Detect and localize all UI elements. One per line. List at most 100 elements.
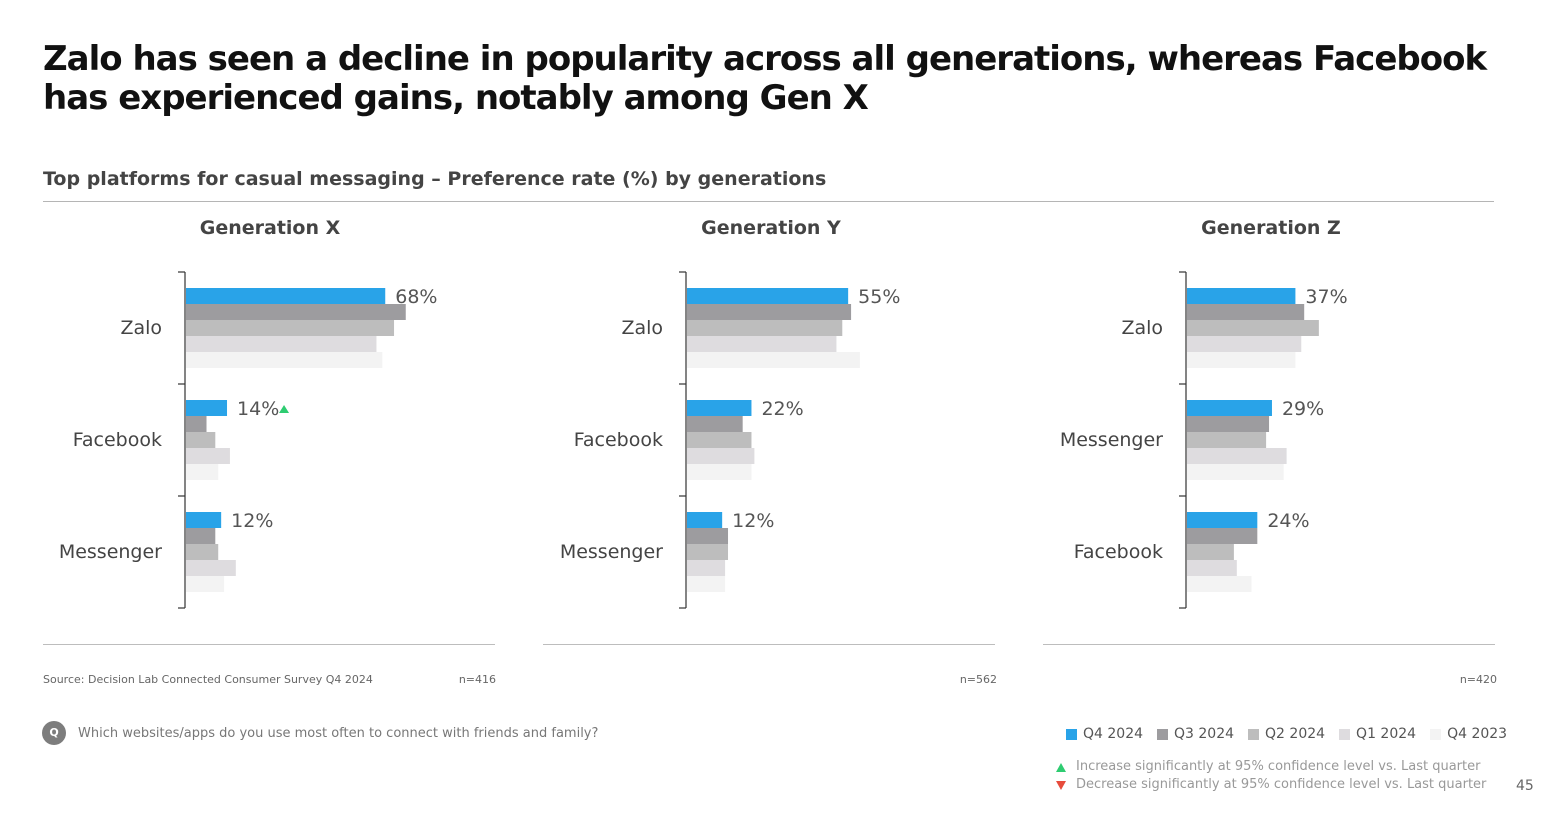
generation-y-category-label: Facebook bbox=[574, 429, 663, 451]
generation-x-bar-messenger-q3-2024 bbox=[186, 528, 216, 544]
generation-x-bar-zalo-q4-2023 bbox=[186, 352, 383, 368]
generation-x-bar-facebook-q2-2024 bbox=[186, 432, 216, 448]
decrease-note-text: Decrease significantly at 95% confidence… bbox=[1076, 777, 1487, 792]
generation-x-value-label: 14% bbox=[237, 398, 279, 420]
question-text: Which websites/apps do you use most ofte… bbox=[78, 726, 599, 741]
legend-swatch bbox=[1157, 728, 1169, 740]
generation-x-value-label: 68% bbox=[395, 286, 437, 308]
generation-y-bar-facebook-q3-2024 bbox=[687, 416, 743, 432]
generation-y-title: Generation Y bbox=[701, 217, 841, 239]
generation-z-bar-facebook-q3-2024 bbox=[1187, 528, 1258, 544]
question-icon: Q bbox=[42, 721, 66, 745]
generation-x-bar-messenger-q4-2023 bbox=[186, 576, 225, 592]
generation-z-bar-messenger-q4-2024 bbox=[1187, 400, 1272, 416]
generation-y-category-label: Zalo bbox=[621, 317, 663, 339]
generation-z-value-label: 37% bbox=[1305, 286, 1347, 308]
generation-z-bar-facebook-q4-2023 bbox=[1187, 576, 1252, 592]
generation-y-bar-zalo-q4-2024 bbox=[687, 288, 849, 304]
legend-label: Q1 2024 bbox=[1356, 726, 1417, 742]
decrease-triangle-icon bbox=[1056, 780, 1066, 790]
generation-y-value-label: 22% bbox=[761, 398, 803, 420]
increase-note: Increase significantly at 95% confidence… bbox=[1056, 758, 1486, 776]
generation-x-bar-zalo-q1-2024 bbox=[186, 336, 377, 352]
decrease-note: Decrease significantly at 95% confidence… bbox=[1056, 776, 1486, 794]
legend-label: Q4 2023 bbox=[1447, 726, 1508, 742]
generation-x-bar-zalo-q4-2024 bbox=[186, 288, 386, 304]
legend-item-q1-2024: Q1 2024 bbox=[1339, 726, 1416, 742]
generation-x-bar-facebook-q4-2024 bbox=[186, 400, 228, 416]
generation-z-bar-messenger-q4-2023 bbox=[1187, 464, 1284, 480]
generation-z-bar-facebook-q2-2024 bbox=[1187, 544, 1234, 560]
page-title: Zalo has seen a decline in popularity ac… bbox=[43, 39, 1487, 118]
generation-y-bar-facebook-q2-2024 bbox=[687, 432, 752, 448]
generation-z-category-label: Facebook bbox=[1074, 541, 1163, 563]
generation-y-bar-messenger-q4-2024 bbox=[687, 512, 723, 528]
generation-z-title: Generation Z bbox=[1201, 217, 1341, 239]
generation-z-category-label: Zalo bbox=[1121, 317, 1163, 339]
generation-z-bar-messenger-q2-2024 bbox=[1187, 432, 1267, 448]
generation-z-category-label: Messenger bbox=[1060, 429, 1163, 451]
generation-x-title: Generation X bbox=[200, 217, 341, 239]
generation-x-value-label: 12% bbox=[231, 510, 273, 532]
generation-y-bar-messenger-q1-2024 bbox=[687, 560, 726, 576]
generation-x-category-label: Facebook bbox=[73, 429, 162, 451]
generation-y-category-label: Messenger bbox=[560, 541, 663, 563]
generation-x-bar-facebook-q3-2024 bbox=[186, 416, 207, 432]
generation-y-bar-facebook-q4-2024 bbox=[687, 400, 752, 416]
increase-triangle-icon bbox=[1056, 762, 1066, 772]
legend-item-q4-2023: Q4 2023 bbox=[1430, 726, 1507, 742]
generation-z-bar-zalo-q2-2024 bbox=[1187, 320, 1319, 336]
generation-x-bar-zalo-q2-2024 bbox=[186, 320, 395, 336]
significance-notes: Increase significantly at 95% confidence… bbox=[1056, 758, 1486, 794]
generation-z-sample-size: n=420 bbox=[1460, 673, 1497, 686]
legend-label: Q3 2024 bbox=[1174, 726, 1235, 742]
generation-y-bar-zalo-q2-2024 bbox=[687, 320, 843, 336]
generation-y-bar-zalo-q1-2024 bbox=[687, 336, 837, 352]
legend-item-q4-2024: Q4 2024 bbox=[1066, 726, 1143, 742]
legend-swatch bbox=[1066, 728, 1077, 740]
generation-y-value-label: 55% bbox=[858, 286, 900, 308]
legend-swatch bbox=[1248, 728, 1260, 740]
generation-x-category-label: Messenger bbox=[59, 541, 162, 563]
generation-y-bar-facebook-q4-2023 bbox=[687, 464, 752, 480]
generation-x-sample-size: n=416 bbox=[459, 673, 496, 686]
legend-swatch bbox=[1430, 728, 1442, 740]
generation-z-value-label: 29% bbox=[1282, 398, 1324, 420]
generation-y-bar-facebook-q1-2024 bbox=[687, 448, 755, 464]
source-note: Source: Decision Lab Connected Consumer … bbox=[43, 673, 373, 686]
legend: Q4 2024 Q3 2024 Q2 2024 Q1 2024 Q4 2023 bbox=[1066, 726, 1507, 742]
generation-z-bar-facebook-q4-2024 bbox=[1187, 512, 1258, 528]
chart-subtitle: Top platforms for casual messaging – Pre… bbox=[43, 168, 827, 190]
generation-z-value-label: 24% bbox=[1267, 510, 1309, 532]
generation-y-bar-zalo-q3-2024 bbox=[687, 304, 852, 320]
increase-note-text: Increase significantly at 95% confidence… bbox=[1076, 759, 1481, 774]
page-number: 45 bbox=[1516, 778, 1534, 794]
generation-y-sample-size: n=562 bbox=[960, 673, 997, 686]
legend-item-q2-2024: Q2 2024 bbox=[1248, 726, 1325, 742]
generation-x-category-label: Zalo bbox=[120, 317, 162, 339]
generation-z-bar-messenger-q1-2024 bbox=[1187, 448, 1287, 464]
top-divider bbox=[43, 201, 1494, 202]
generation-z-bar-zalo-q3-2024 bbox=[1187, 304, 1305, 320]
legend-item-q3-2024: Q3 2024 bbox=[1157, 726, 1234, 742]
generation-z-bar-zalo-q4-2023 bbox=[1187, 352, 1296, 368]
legend-label: Q4 2024 bbox=[1083, 726, 1144, 742]
generation-y-bar-zalo-q4-2023 bbox=[687, 352, 860, 368]
generation-z-bar-facebook-q1-2024 bbox=[1187, 560, 1237, 576]
generation-z-bar-zalo-q4-2024 bbox=[1187, 288, 1296, 304]
generation-y-value-label: 12% bbox=[732, 510, 774, 532]
legend-swatch bbox=[1339, 728, 1351, 740]
generation-z-bar-zalo-q1-2024 bbox=[1187, 336, 1302, 352]
generation-z-bar-messenger-q3-2024 bbox=[1187, 416, 1270, 432]
generation-x-bar-messenger-q4-2024 bbox=[186, 512, 222, 528]
generation-y-bar-messenger-q3-2024 bbox=[687, 528, 729, 544]
generation-x-increase-triangle-icon bbox=[279, 405, 290, 413]
generation-y-bar-messenger-q4-2023 bbox=[687, 576, 726, 592]
generation-x-bar-messenger-q2-2024 bbox=[186, 544, 219, 560]
generation-x-bar-zalo-q3-2024 bbox=[186, 304, 406, 320]
generation-x-bar-facebook-q4-2023 bbox=[186, 464, 219, 480]
generation-x-bar-facebook-q1-2024 bbox=[186, 448, 230, 464]
generation-y-bar-messenger-q2-2024 bbox=[687, 544, 729, 560]
generation-x-bar-messenger-q1-2024 bbox=[186, 560, 236, 576]
